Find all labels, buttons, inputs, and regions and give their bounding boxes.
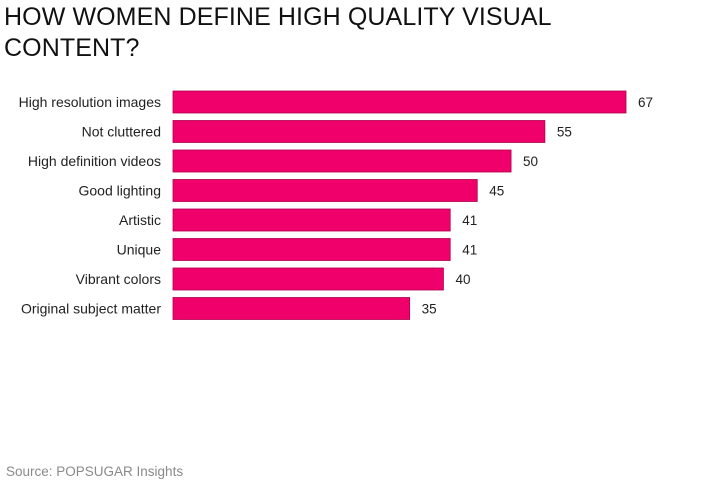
bars-layer: High resolution images 67 Not cluttered 55 H… [19, 90, 653, 320]
bar [172, 208, 451, 232]
value-label: 55 [557, 125, 572, 140]
bar [172, 238, 451, 261]
category-label: High resolution images [19, 94, 161, 110]
value-label: 45 [489, 184, 504, 199]
bar [172, 120, 546, 143]
bar [172, 149, 512, 173]
category-label: Good lighting [78, 183, 161, 199]
category-label: High definition videos [28, 153, 161, 169]
value-label: 67 [638, 95, 653, 110]
category-label: Original subject matter [21, 301, 161, 317]
bar [172, 90, 627, 114]
chart-title: HOW WOMEN DEFINE HIGH QUALITY VISUAL CON… [4, 3, 551, 62]
value-label: 41 [462, 213, 477, 228]
value-label: 40 [455, 272, 470, 287]
category-label: Unique [117, 242, 162, 258]
value-label: 50 [523, 154, 538, 169]
source-note: Source: POPSUGAR Insights [6, 464, 184, 479]
value-label: 35 [422, 302, 437, 317]
bar [172, 267, 444, 291]
value-label: 41 [462, 243, 477, 258]
category-label: Not cluttered [82, 124, 161, 140]
bar [172, 297, 411, 320]
category-label: Artistic [119, 212, 161, 228]
bar [172, 179, 478, 202]
category-label: Vibrant colors [76, 271, 161, 287]
